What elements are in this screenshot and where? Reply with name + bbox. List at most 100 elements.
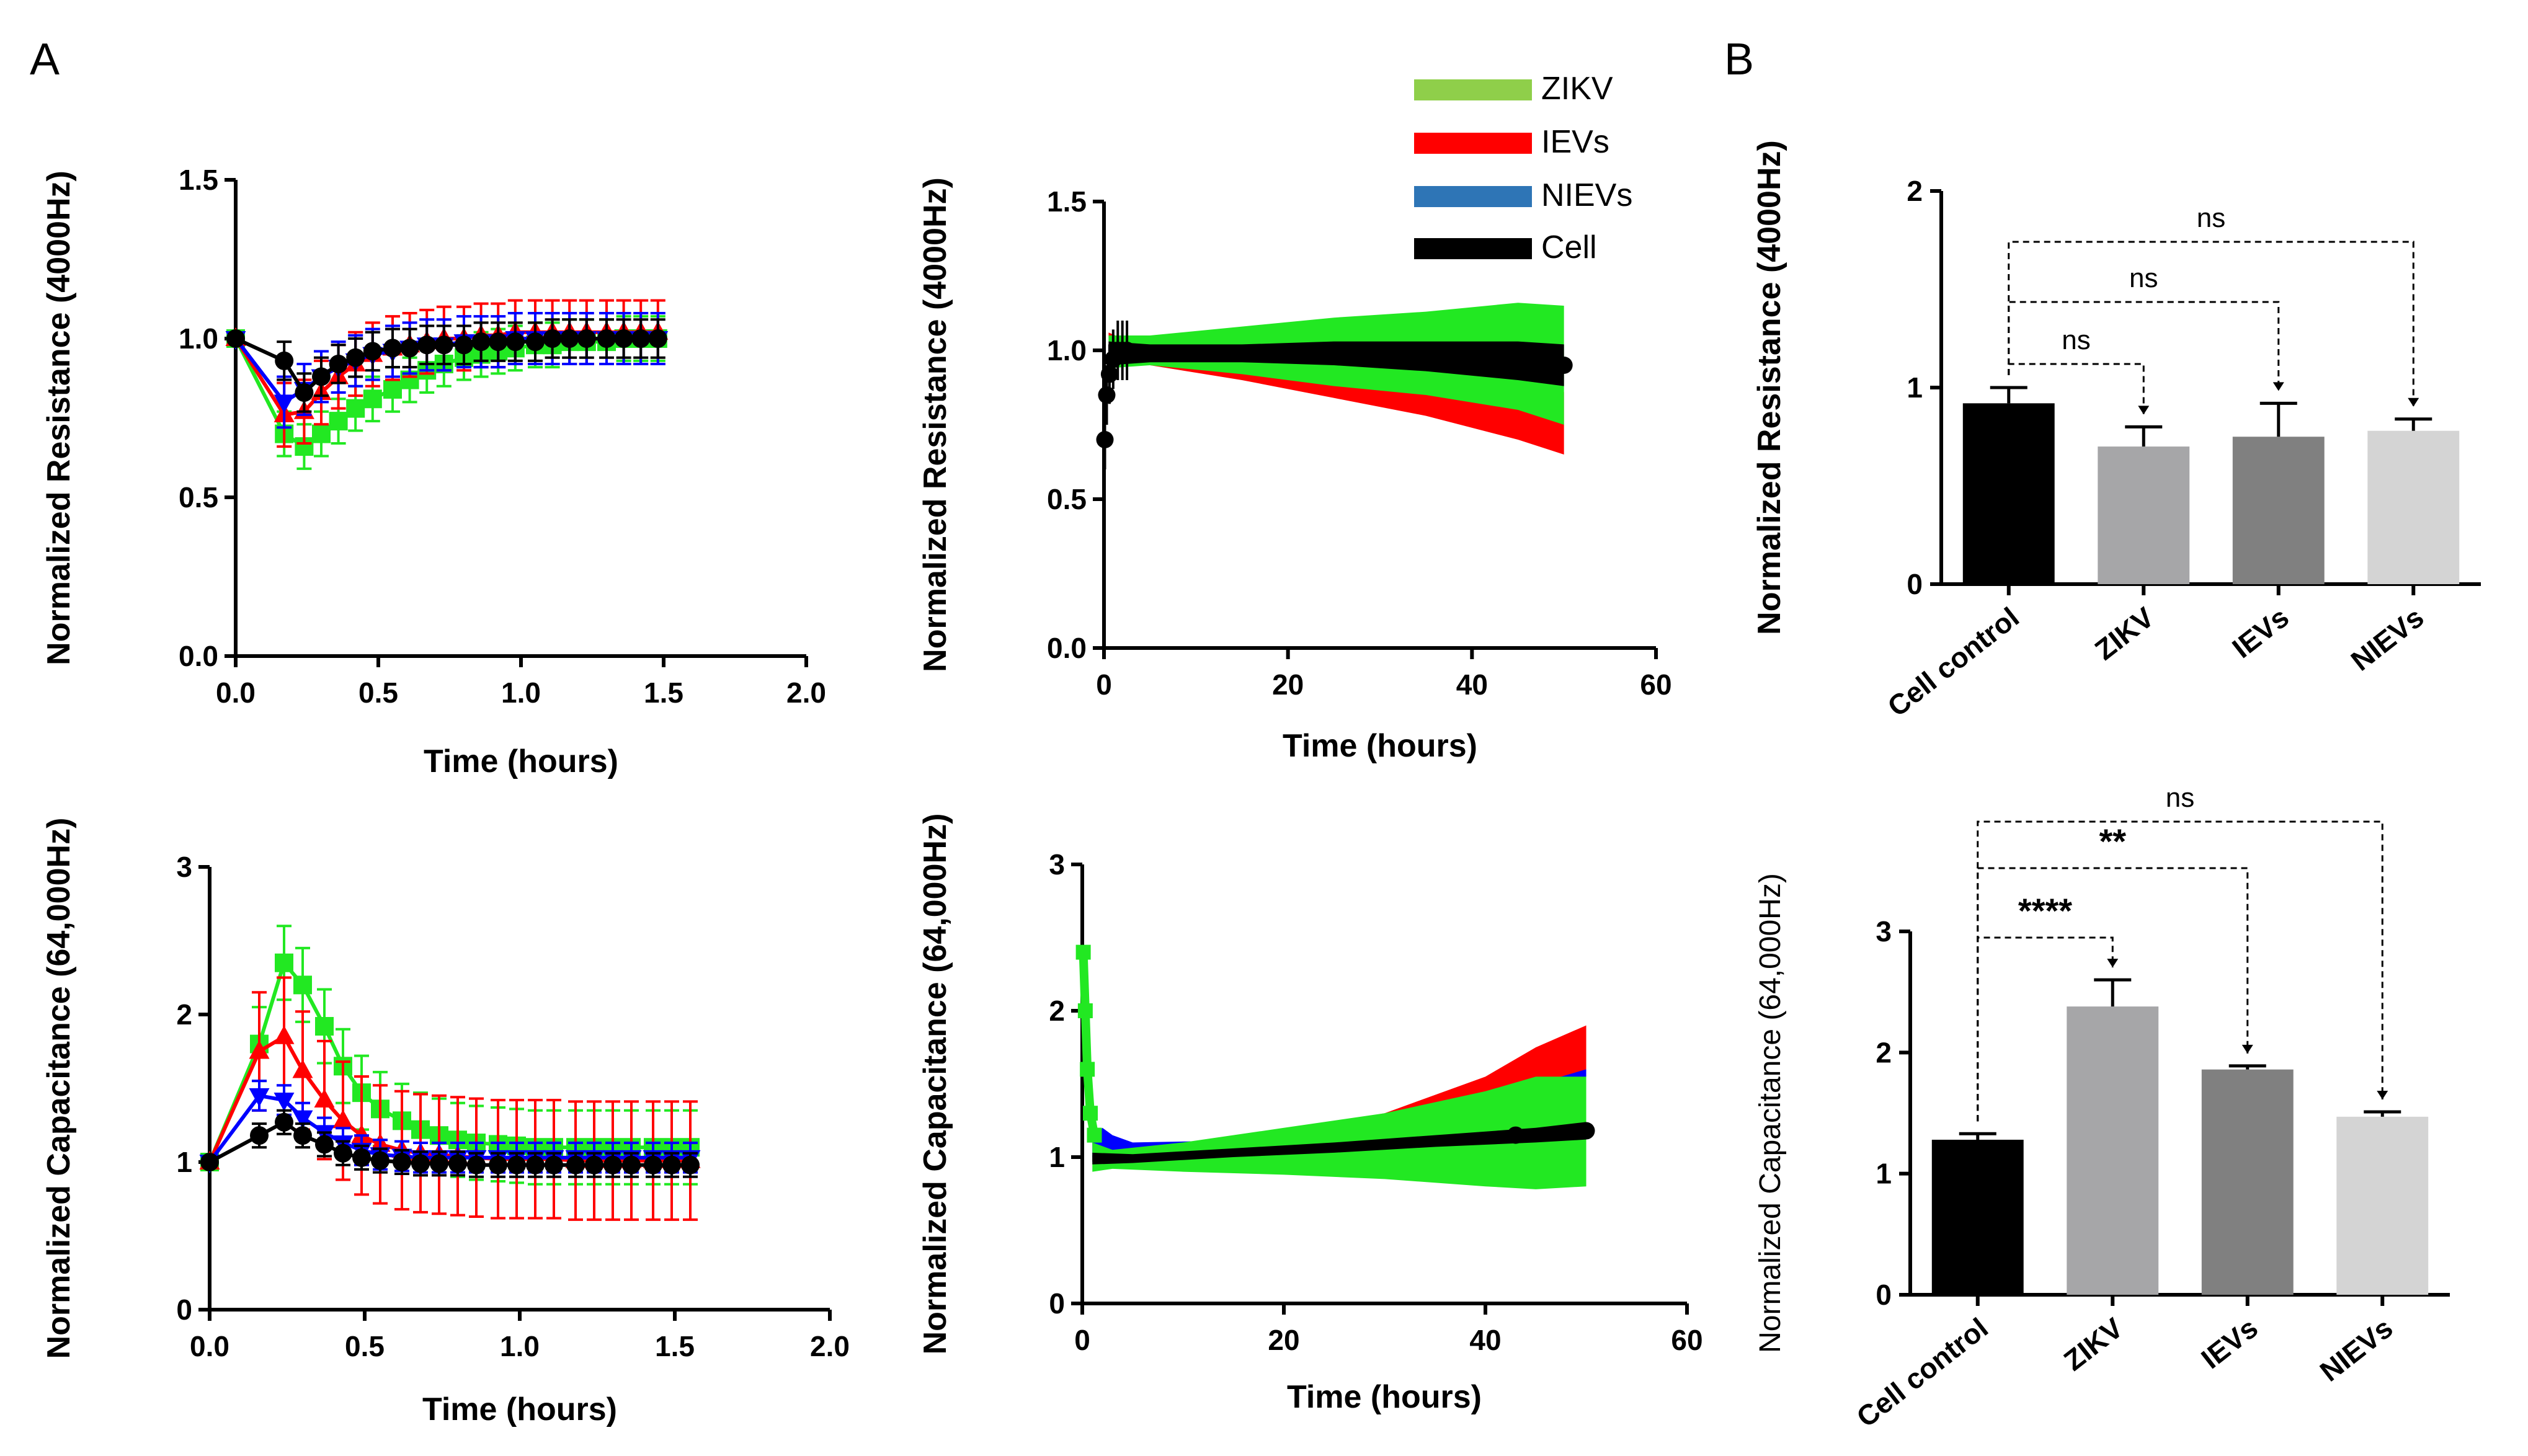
comparison-arrow bbox=[2272, 382, 2284, 391]
x-tick-label: Cell control bbox=[1882, 601, 2025, 723]
data-point bbox=[329, 354, 348, 373]
x-tick-label: 40 bbox=[1456, 668, 1488, 701]
x-tick-label: 2.0 bbox=[810, 1330, 850, 1362]
data-point bbox=[455, 335, 473, 355]
data-point bbox=[352, 1148, 371, 1167]
legend-swatch-zikv bbox=[1414, 79, 1532, 100]
bar-cell-control bbox=[1962, 403, 2055, 584]
x-tick-label: IEVs bbox=[2226, 601, 2295, 664]
data-point bbox=[275, 1112, 293, 1132]
y-tick-label: 0 bbox=[176, 1294, 192, 1326]
data-point bbox=[577, 329, 596, 348]
bar-ievs bbox=[2201, 1069, 2294, 1295]
y-tick-label: 0 bbox=[1049, 1287, 1065, 1320]
legend-label-ievs: IEVs bbox=[1541, 124, 1609, 160]
chart-capacitance-short: 0 1 2 3 0.0 0.5 1.0 1.5 2.0 Time (hours) Normalize… bbox=[41, 818, 850, 1427]
legend-label-nievs: NIEVs bbox=[1541, 177, 1632, 213]
y-tick-label: 0.5 bbox=[179, 481, 218, 513]
y-tick-label: 0 bbox=[1876, 1279, 1892, 1311]
data-point bbox=[226, 329, 245, 348]
data-point bbox=[315, 1135, 334, 1154]
x-tick-label: NIEVs bbox=[2345, 601, 2430, 677]
x-axis-label: Time (hours) bbox=[1287, 1379, 1482, 1415]
data-point bbox=[507, 1155, 526, 1174]
data-point bbox=[292, 1110, 313, 1129]
data-point bbox=[597, 329, 616, 348]
cell-mean-line bbox=[1092, 1127, 1587, 1162]
x-axis-label: Time (hours) bbox=[1283, 728, 1477, 764]
y-tick-label: 2 bbox=[1907, 175, 1923, 207]
data-point bbox=[648, 329, 667, 348]
y-tick-label: 1 bbox=[1876, 1158, 1892, 1190]
data-point bbox=[662, 1155, 681, 1174]
y-tick-label: 1.5 bbox=[1047, 185, 1087, 218]
y-tick-label: 3 bbox=[1876, 915, 1892, 948]
legend-swatch-cell bbox=[1414, 238, 1532, 259]
data-point bbox=[489, 1155, 507, 1174]
y-tick-label: 0.0 bbox=[1047, 632, 1087, 664]
legend-label-cell: Cell bbox=[1541, 229, 1597, 265]
bar-nievs bbox=[2336, 1116, 2429, 1295]
data-point bbox=[275, 351, 294, 370]
data-point bbox=[526, 1155, 545, 1174]
comparison-bracket bbox=[1977, 820, 2383, 1122]
data-point bbox=[346, 399, 365, 418]
data-point bbox=[644, 1155, 662, 1174]
x-tick-label: 1.5 bbox=[655, 1330, 695, 1362]
data-point bbox=[631, 329, 651, 348]
data-point bbox=[1096, 431, 1114, 448]
comparison-arrow bbox=[2377, 1091, 2388, 1100]
y-tick-label: 0 bbox=[1907, 568, 1923, 600]
data-point bbox=[274, 1025, 295, 1044]
data-point bbox=[393, 1153, 411, 1171]
y-tick-label: 2 bbox=[1049, 995, 1065, 1027]
x-tick-label: ZIKV bbox=[2089, 601, 2160, 667]
data-point bbox=[434, 335, 453, 355]
x-axis-label: Time (hours) bbox=[422, 1392, 617, 1427]
data-point bbox=[312, 424, 331, 443]
data-point bbox=[250, 1126, 269, 1145]
series-zikv bbox=[200, 925, 700, 1186]
data-point bbox=[417, 335, 437, 355]
data-point bbox=[566, 1155, 585, 1174]
comparison-arrow bbox=[2408, 397, 2419, 407]
data-point bbox=[448, 1154, 467, 1173]
data-point bbox=[315, 1017, 334, 1036]
data-point bbox=[1490, 352, 1508, 370]
data-point bbox=[295, 383, 314, 402]
data-point bbox=[274, 394, 295, 414]
x-tick-label: 1.0 bbox=[500, 1330, 540, 1362]
y-tick-label: 1 bbox=[1907, 371, 1923, 404]
data-point bbox=[1083, 1106, 1098, 1121]
data-point bbox=[383, 380, 402, 399]
chart-resistance-long: 0.0 0.5 1.0 1.5 0 20 40 60 Time (hours) Normalize… bbox=[917, 177, 1672, 764]
data-point bbox=[489, 332, 508, 352]
y-axis-label: Normalized Capacitance (64,000Hz) bbox=[41, 818, 77, 1359]
x-tick-label: 60 bbox=[1671, 1324, 1702, 1356]
data-point bbox=[467, 1155, 486, 1174]
comparison-label: ns bbox=[2166, 783, 2194, 813]
bar-cell-control bbox=[1931, 1139, 2024, 1295]
data-point bbox=[543, 329, 562, 348]
data-point bbox=[329, 412, 348, 431]
data-point bbox=[1577, 1122, 1595, 1140]
data-point bbox=[681, 1155, 700, 1174]
y-axis-label: Normalized Capacitance (64,000Hz) bbox=[1754, 873, 1787, 1353]
x-tick-label: ZIKV bbox=[2058, 1312, 2129, 1377]
data-point bbox=[603, 1155, 622, 1174]
x-tick-label: NIEVs bbox=[2314, 1312, 2399, 1388]
comparison-bracket bbox=[2008, 241, 2415, 407]
cell-mean-line bbox=[1108, 350, 1565, 368]
bar-zikv bbox=[2067, 1006, 2159, 1295]
x-tick-label: 0 bbox=[1096, 668, 1112, 701]
y-tick-label: 3 bbox=[176, 851, 192, 883]
y-tick-label: 1 bbox=[1049, 1141, 1065, 1173]
data-point bbox=[411, 1154, 430, 1173]
data-point bbox=[293, 1126, 312, 1145]
data-point bbox=[1087, 1127, 1102, 1143]
bar-nievs bbox=[2367, 430, 2460, 584]
x-tick-label: 2.0 bbox=[786, 677, 826, 709]
data-point bbox=[275, 953, 293, 972]
x-tick-label: 20 bbox=[1268, 1324, 1299, 1356]
data-point bbox=[334, 1143, 352, 1163]
